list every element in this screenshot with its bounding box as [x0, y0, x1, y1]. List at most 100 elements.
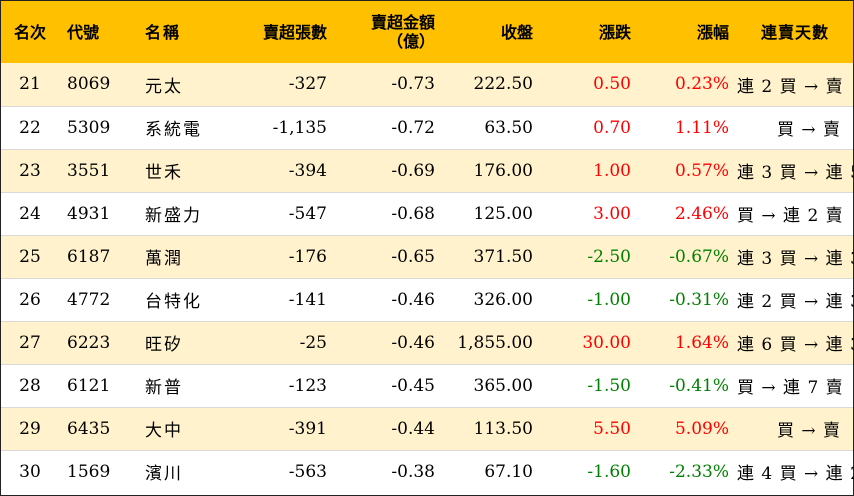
cell-rank: 25	[1, 234, 59, 278]
cell-net-sell-sheets: -123	[223, 363, 335, 407]
cell-code: 6223	[59, 320, 133, 364]
table-row: 22 5309 系統電 -1,135 -0.72 63.50 0.70 1.11…	[1, 105, 853, 149]
cell-rank: 30	[1, 449, 59, 493]
cell-net-sell-amount: -0.46	[335, 320, 443, 364]
cell-sell-streak: 連 3 買 → 連 5 賣	[737, 148, 854, 192]
cell-code: 1569	[59, 449, 133, 493]
cell-code: 5309	[59, 105, 133, 149]
cell-net-sell-sheets: -141	[223, 277, 335, 321]
cell-change: 0.50	[593, 74, 631, 95]
cell-code: 4931	[59, 191, 133, 235]
cell-net-sell-amount: -0.45	[335, 363, 443, 407]
cell-close: 326.00	[443, 277, 541, 321]
cell-net-sell-amount: -0.65	[335, 234, 443, 278]
cell-close: 125.00	[443, 191, 541, 235]
cell-change-pct: 1.64%	[639, 320, 737, 364]
table-row: 26 4772 台特化 -141 -0.46 326.00 -1.00 -0.3…	[1, 277, 854, 321]
cell-close: 222.50	[473, 74, 533, 95]
header-net-sell-amount-line1: 賣超金額	[370, 13, 435, 32]
cell-name: 新普	[133, 363, 223, 407]
cell-name: 世禾	[133, 148, 223, 192]
cell-close: 67.10	[443, 449, 541, 493]
cell-change: 3.00	[541, 191, 639, 235]
header-change: 漲跌	[598, 22, 631, 42]
table-row: 25 6187 萬潤 -176 -0.65 371.50 -2.50 -0.67…	[1, 234, 854, 278]
cell-name: 濱川	[133, 449, 223, 493]
cell-name: 新盛力	[133, 191, 223, 235]
cell-close: 365.00	[443, 363, 541, 407]
cell-code: 6187	[59, 234, 133, 278]
cell-net-sell-amount: -0.38	[335, 449, 443, 493]
header-sell-streak: 連賣天數	[760, 22, 829, 42]
cell-sell-streak: 買 → 連 7 賣	[737, 363, 853, 407]
header-change-pct: 漲幅	[696, 22, 729, 42]
cell-net-sell-sheets: -25	[223, 320, 335, 364]
cell-net-sell-sheets: -176	[223, 234, 335, 278]
cell-net-sell-amount: -0.69	[335, 148, 443, 192]
cell-change-pct: -2.33%	[639, 449, 737, 493]
cell-close: 63.50	[443, 105, 541, 149]
cell-sell-streak: 買 → 連 2 賣	[737, 191, 853, 235]
table-row: 27 6223 旺矽 -25 -0.46 1,855.00 30.00 1.64…	[1, 320, 854, 364]
table-row: 28 6121 新普 -123 -0.45 365.00 -1.50 -0.41…	[1, 363, 853, 407]
cell-name: 萬潤	[133, 234, 223, 278]
cell-sell-streak: 買 → 賣	[737, 105, 853, 149]
cell-sell-streak: 連 2 買 → 賣	[737, 76, 844, 97]
cell-net-sell-sheets: -1,135	[223, 105, 335, 149]
cell-net-sell-amount: -0.72	[335, 105, 443, 149]
cell-sell-streak: 買 → 賣	[737, 406, 853, 450]
cell-change: 5.50	[541, 406, 639, 450]
cell-net-sell-sheets: -547	[223, 191, 335, 235]
cell-code: 8069	[67, 74, 111, 95]
cell-rank: 24	[1, 191, 59, 235]
table-row: 21 8069 元太 -327 -0.73 222.50 0.50 0.23% …	[1, 63, 853, 106]
cell-name: 台特化	[133, 277, 223, 321]
cell-change-pct: -0.31%	[639, 277, 737, 321]
header-code: 代號	[67, 22, 100, 42]
header-net-sell-amount-unit: （億）	[386, 32, 435, 51]
header-close: 收盤	[500, 22, 533, 42]
cell-close: 371.50	[443, 234, 541, 278]
table-body: 21 8069 元太 -327 -0.73 222.50 0.50 0.23% …	[1, 63, 854, 493]
cell-sell-streak: 連 2 買 → 連 3 賣	[737, 277, 854, 321]
cell-change-pct: -0.41%	[639, 363, 737, 407]
cell-net-sell-amount: -0.68	[335, 191, 443, 235]
cell-change: 0.70	[541, 105, 639, 149]
cell-change-pct: 1.11%	[639, 105, 737, 149]
cell-change: -1.50	[541, 363, 639, 407]
cell-net-sell-sheets: -327	[288, 74, 327, 95]
cell-close: 113.50	[443, 406, 541, 450]
header-rank: 名次	[13, 22, 46, 42]
cell-rank: 28	[1, 363, 59, 407]
cell-change-pct: 5.09%	[639, 406, 737, 450]
cell-change: -1.00	[541, 277, 639, 321]
cell-net-sell-amount: -0.73	[391, 74, 435, 95]
cell-sell-streak: 連 4 買 → 連 2 賣	[737, 449, 854, 493]
cell-rank: 23	[1, 148, 59, 192]
cell-net-sell-sheets: -563	[223, 449, 335, 493]
table-header: 名次 代號 名稱 賣超張數 賣超金額 （億） 收盤 漲跌 漲幅 連賣天數	[1, 1, 853, 63]
cell-code: 6435	[59, 406, 133, 450]
cell-net-sell-amount: -0.44	[335, 406, 443, 450]
cell-rank: 22	[1, 105, 59, 149]
table-row: 24 4931 新盛力 -547 -0.68 125.00 3.00 2.46%…	[1, 191, 853, 235]
header-net-sell-amount: 賣超金額 （億）	[335, 1, 443, 63]
header-net-sell-sheets: 賣超張數	[262, 22, 327, 42]
table-row: 23 3551 世禾 -394 -0.69 176.00 1.00 0.57% …	[1, 148, 854, 192]
cell-name: 大中	[133, 406, 223, 450]
cell-name: 系統電	[133, 105, 223, 149]
cell-change-pct: 2.46%	[639, 191, 737, 235]
cell-change-pct: -0.67%	[639, 234, 737, 278]
cell-sell-streak: 連 3 買 → 連 3 賣	[737, 234, 854, 278]
cell-code: 6121	[59, 363, 133, 407]
cell-close: 176.00	[443, 148, 541, 192]
cell-name: 旺矽	[133, 320, 223, 364]
cell-rank: 29	[1, 406, 59, 450]
cell-change: 1.00	[541, 148, 639, 192]
cell-change: -1.60	[541, 449, 639, 493]
table-row: 29 6435 大中 -391 -0.44 113.50 5.50 5.09% …	[1, 406, 853, 450]
header-name: 名稱	[145, 22, 182, 42]
cell-code: 4772	[59, 277, 133, 321]
